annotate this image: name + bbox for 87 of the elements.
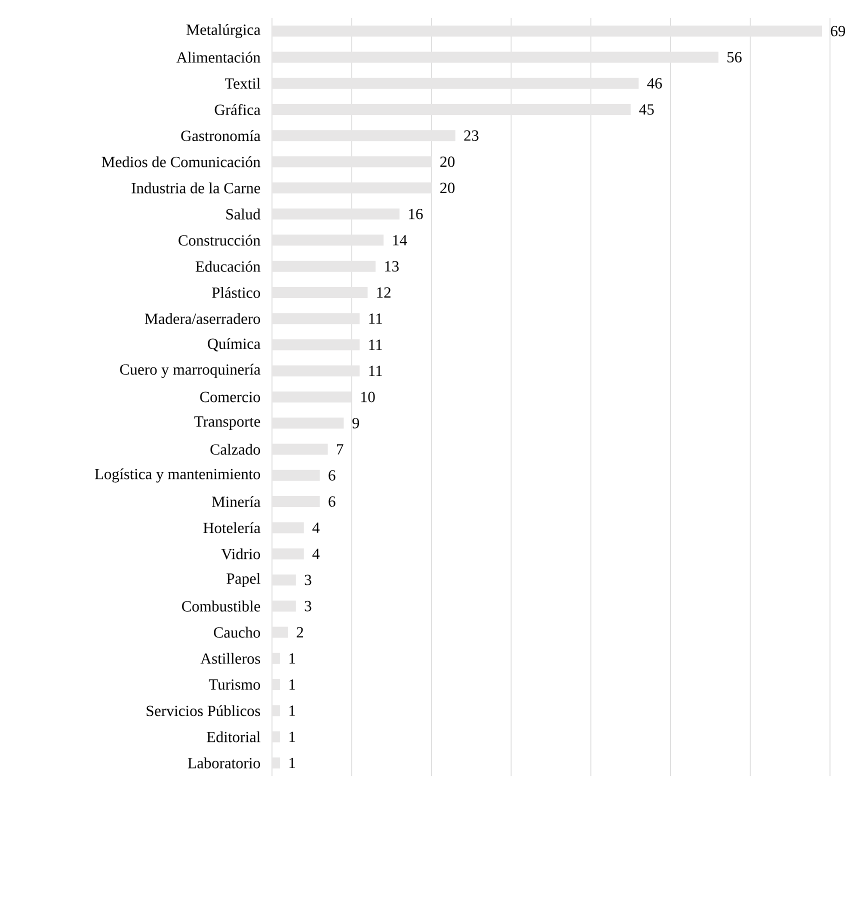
data-label: 9: [352, 418, 360, 428]
data-label: 45: [639, 104, 654, 115]
y-tick-label: Gastronomía: [181, 130, 260, 142]
y-tick-label: Calzado: [210, 444, 260, 455]
y-tick-label: Madera/aserradero: [144, 313, 260, 324]
y-tick-label: Educación: [196, 260, 260, 272]
y-tick-label: Hotelería: [203, 522, 260, 534]
y-tick-label: Combustible: [182, 600, 260, 612]
data-label: 11: [369, 313, 382, 324]
bar: [272, 574, 296, 586]
bar: [272, 522, 304, 534]
bar: [272, 156, 432, 168]
y-tick-label: Cuero y marroquinería: [120, 364, 260, 378]
bar: [272, 470, 320, 481]
bar: [272, 313, 360, 324]
data-label: 1: [290, 706, 295, 716]
data-label: 69: [830, 26, 846, 36]
data-label: 10: [361, 392, 375, 402]
bar: [272, 104, 631, 115]
bar: [272, 234, 384, 246]
y-tick-label: Medios de Comunicación: [102, 156, 260, 168]
data-label: 1: [290, 758, 295, 768]
bar: [272, 652, 280, 664]
data-label: 3: [304, 600, 312, 612]
data-label: 4: [312, 522, 320, 533]
bar: [272, 705, 280, 716]
y-tick-label: Industria de la Carne: [132, 182, 260, 194]
bar: [272, 339, 360, 350]
bar: [272, 78, 639, 89]
bar: [272, 757, 280, 768]
data-label: 11: [369, 366, 382, 376]
data-label: 20: [440, 182, 455, 194]
bar: [272, 496, 320, 508]
y-tick-label: Metalúrgica: [186, 24, 260, 38]
bar: [272, 679, 280, 690]
data-label: 3: [304, 574, 312, 586]
data-label: 23: [464, 130, 478, 141]
y-tick-label: Plástico: [212, 286, 260, 298]
data-label: 6: [328, 470, 336, 481]
bar: [272, 52, 718, 63]
bar: [272, 260, 376, 272]
y-tick-label: Textil: [224, 78, 260, 89]
y-tick-label: Vidrio: [221, 548, 260, 560]
bar: [272, 208, 400, 220]
bar: [272, 26, 822, 37]
y-tick-label: Alimentación: [176, 52, 260, 63]
data-label: 14: [393, 235, 408, 246]
data-label: 6: [328, 496, 336, 507]
bar: [272, 626, 288, 638]
data-label: 46: [647, 78, 662, 89]
data-label: 11: [369, 340, 382, 350]
data-label: 16: [409, 208, 423, 220]
y-tick-label: Comercio: [200, 392, 260, 402]
data-label: 13: [385, 261, 399, 272]
data-label: 1: [290, 732, 295, 742]
bar: [272, 600, 296, 612]
data-label: 2: [296, 627, 304, 638]
data-label: 20: [440, 156, 455, 168]
bar: [272, 392, 352, 403]
data-label: 7: [337, 444, 344, 454]
bar: [272, 418, 344, 429]
y-tick-label: Gráfica: [214, 104, 260, 116]
y-tick-label: Turismo: [208, 679, 260, 690]
bar: [272, 548, 304, 560]
y-tick-label: Transporte: [194, 416, 260, 430]
y-tick-label: Papel: [226, 572, 260, 587]
bar: [272, 365, 360, 376]
y-tick-label: Química: [208, 338, 260, 352]
bar: [272, 731, 280, 742]
bar: [272, 130, 456, 142]
data-label: 1: [290, 679, 295, 690]
bar: [272, 286, 368, 298]
y-tick-label: Minería: [212, 496, 260, 508]
data-label: 12: [377, 287, 390, 298]
y-tick-label: Servicios Públicos: [146, 705, 260, 716]
bar: [272, 444, 328, 455]
data-label: 1: [290, 653, 295, 664]
y-tick-label: Salud: [226, 208, 260, 220]
y-tick-label: Editorial: [206, 731, 260, 742]
y-tick-label: Construcción: [178, 234, 260, 246]
y-tick-label: Astilleros: [200, 652, 260, 664]
bar: [272, 182, 432, 194]
data-label: 56: [727, 52, 742, 62]
y-tick-label: Laboratorio: [188, 757, 260, 768]
data-label: 4: [312, 548, 320, 559]
y-tick-label: Caucho: [214, 626, 260, 638]
y-tick-label: Logística y mantenimiento: [94, 468, 260, 482]
